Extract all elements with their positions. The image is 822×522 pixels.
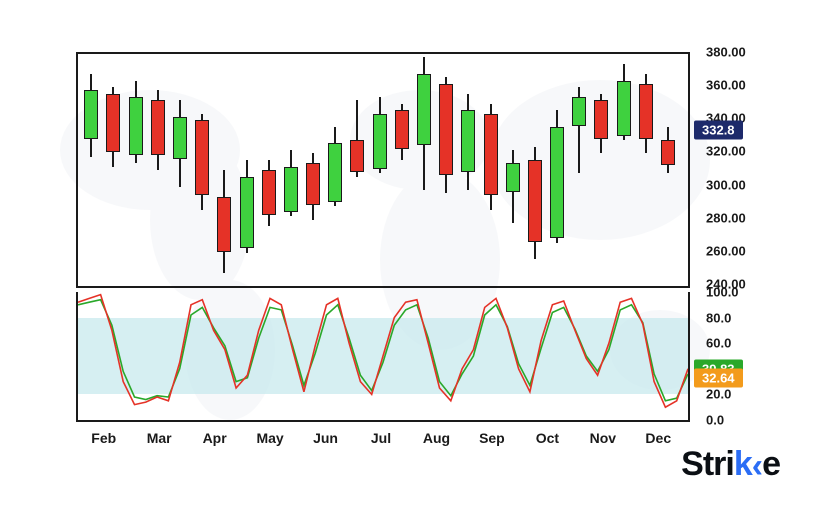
candle-up bbox=[284, 167, 298, 212]
candle-up bbox=[617, 81, 631, 136]
candle-down bbox=[350, 140, 364, 172]
x-axis-label: Aug bbox=[423, 430, 450, 446]
candle-up bbox=[373, 114, 387, 169]
candle-up bbox=[173, 117, 187, 159]
brand-logo: Strik‹e bbox=[681, 445, 780, 484]
x-axis-label: Oct bbox=[536, 430, 559, 446]
oscillator-lines bbox=[78, 292, 688, 420]
price-ytick: 280.00 bbox=[706, 210, 746, 225]
candle-up bbox=[240, 177, 254, 249]
price-chart bbox=[76, 52, 690, 288]
current-price-tag: 332.8 bbox=[694, 121, 743, 140]
candle-down bbox=[594, 100, 608, 138]
brand-arrow-icon: ‹ bbox=[752, 447, 762, 486]
oscillator-k-line bbox=[78, 295, 688, 408]
osc-ytick: 0.0 bbox=[706, 413, 724, 428]
candle-down bbox=[395, 110, 409, 148]
brand-text-1: Stri bbox=[681, 445, 734, 483]
osc-ytick: 80.0 bbox=[706, 310, 731, 325]
osc-k-tag: 32.64 bbox=[694, 369, 743, 388]
x-axis-label: Apr bbox=[203, 430, 227, 446]
candle-down bbox=[217, 197, 231, 252]
x-axis-label: May bbox=[256, 430, 283, 446]
x-axis-label: Sep bbox=[479, 430, 505, 446]
x-axis-label: Jun bbox=[313, 430, 338, 446]
candle-down bbox=[306, 163, 320, 205]
oscillator-d-line bbox=[78, 300, 688, 401]
brand-text-k: k bbox=[734, 445, 752, 483]
candle-up bbox=[550, 127, 564, 238]
candle-up bbox=[129, 97, 143, 155]
price-ytick: 260.00 bbox=[706, 243, 746, 258]
oscillator-chart bbox=[76, 292, 690, 422]
candle-down bbox=[195, 120, 209, 195]
x-axis-label: Mar bbox=[147, 430, 172, 446]
osc-ytick: 20.0 bbox=[706, 387, 731, 402]
candle-down bbox=[639, 84, 653, 139]
candle-down bbox=[106, 94, 120, 152]
osc-ytick: 100.0 bbox=[706, 285, 739, 300]
candle-down bbox=[484, 114, 498, 196]
price-ytick: 320.00 bbox=[706, 144, 746, 159]
x-axis-label: Jul bbox=[371, 430, 391, 446]
osc-ytick: 60.0 bbox=[706, 336, 731, 351]
candle-up bbox=[417, 74, 431, 146]
candle-down bbox=[151, 100, 165, 155]
price-ytick: 360.00 bbox=[706, 78, 746, 93]
price-ytick: 380.00 bbox=[706, 45, 746, 60]
x-axis-label: Feb bbox=[91, 430, 116, 446]
x-axis-label: Nov bbox=[590, 430, 616, 446]
candle-down bbox=[661, 140, 675, 165]
x-axis-label: Dec bbox=[645, 430, 671, 446]
candle-down bbox=[439, 84, 453, 175]
candle-up bbox=[506, 163, 520, 192]
candle-down bbox=[262, 170, 276, 215]
candle-up bbox=[461, 110, 475, 172]
candle-down bbox=[528, 160, 542, 242]
candle-up bbox=[572, 97, 586, 126]
brand-text-2: e bbox=[762, 445, 780, 483]
price-ytick: 300.00 bbox=[706, 177, 746, 192]
candle-up bbox=[84, 90, 98, 138]
candle-up bbox=[328, 143, 342, 201]
